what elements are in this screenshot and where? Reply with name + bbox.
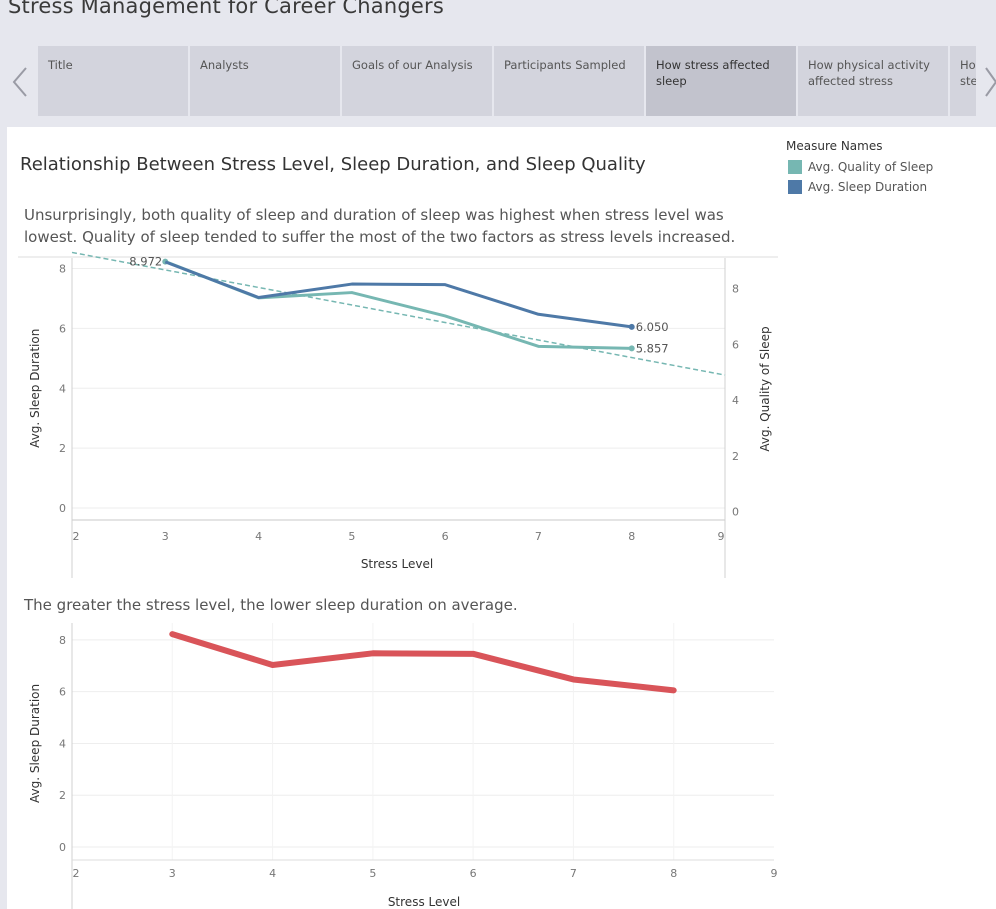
legend-swatch [788,160,802,174]
x-tick-label: 8 [628,530,635,543]
tab-physical-activity[interactable]: How physical activity affected stress [798,46,948,116]
y-tick-label: 6 [59,686,66,699]
y-right-tick-label: 0 [732,506,739,519]
y-left-tick-label: 6 [59,322,66,335]
y-left-tick-label: 0 [59,502,66,515]
tab-stress-sleep[interactable]: How stress affected sleep [646,46,796,116]
y-axis-title: Avg. Sleep Duration [28,684,42,803]
y-right-tick-label: 2 [732,450,739,463]
data-point [628,323,635,330]
legend-label: Avg. Quality of Sleep [808,160,934,174]
tab-label: Participants Sampled [504,58,626,72]
x-tick-label: 7 [535,530,542,543]
x-tick-label: 9 [718,530,725,543]
y-tick-label: 8 [59,634,66,647]
dual-axis-chart: 0 2 4 6 8 0 2 4 6 8 2 3 4 5 6 7 8 9 Stress Level Avg. Sleep… [18,251,778,578]
y-right-axis-title: Avg. Quality of Sleep [758,326,772,451]
series-line-quality [164,260,632,350]
tab-goals[interactable]: Goals of our Analysis [342,46,492,116]
x-tick-label: 6 [442,530,449,543]
tab-steps-age[interactable]: How stress affected steps with age [950,46,976,116]
x-tick-label: 4 [255,530,262,543]
y-left-axis-title: Avg. Sleep Duration [28,329,42,448]
series-line-duration [169,631,677,694]
previous-arrow-icon[interactable] [10,64,32,100]
x-axis-title: Stress Level [388,895,460,909]
x-tick-label: 5 [348,530,355,543]
chart1-caption: Unsurprisingly, both quality of sleep an… [24,206,736,246]
x-tick-label: 3 [169,867,176,880]
y-tick-label: 2 [59,789,66,802]
chart-title: Relationship Between Stress Level, Sleep… [20,154,646,175]
tab-analysts[interactable]: Analysts [190,46,340,116]
data-label: 6.050 [636,320,669,334]
story-tabs: Title Analysts Goals of our Analysis Par… [38,46,976,116]
x-tick-label: 8 [670,867,677,880]
legend-title: Measure Names [786,139,883,153]
tab-participants[interactable]: Participants Sampled [494,46,644,116]
tab-label: How stress affected sleep [656,58,770,88]
next-arrow-icon[interactable] [982,64,996,100]
story-title: Stress Management for Career Changers [8,0,445,18]
x-tick-label: 2 [73,867,80,880]
series-line-duration [164,260,632,329]
legend-swatch [788,180,802,194]
legend-item-quality[interactable]: Avg. Quality of Sleep [786,157,933,177]
legend-item-duration[interactable]: Avg. Sleep Duration [786,177,933,197]
y-right-tick-label: 8 [732,283,739,296]
y-right-tick-label: 4 [732,394,739,407]
data-label: 5.857 [636,341,669,355]
y-left-tick-label: 4 [59,382,66,395]
tab-label: Analysts [200,58,249,72]
tab-label: Goals of our Analysis [352,58,473,72]
y-tick-label: 0 [59,841,66,854]
tab-label: Title [48,58,73,72]
y-right-tick-label: 6 [732,338,739,351]
x-tick-label: 7 [570,867,577,880]
x-tick-label: 6 [470,867,477,880]
x-tick-label: 3 [162,530,169,543]
data-label: 8.972 [129,255,162,269]
legend: Measure Names Avg. Quality of Sleep Avg.… [786,139,933,197]
y-left-tick-label: 2 [59,442,66,455]
x-axis-title: Stress Level [361,557,433,571]
tab-title[interactable]: Title [38,46,188,116]
x-tick-label: 2 [73,530,80,543]
x-tick-label: 4 [269,867,276,880]
chart2-caption: The greater the stress level, the lower … [24,596,518,614]
y-tick-label: 4 [59,737,66,750]
x-tick-label: 5 [369,867,376,880]
trend-line [71,251,726,376]
tab-label: How physical activity affected stress [808,58,930,88]
tab-label: How stress affected steps with age [960,58,976,88]
data-point [628,345,635,352]
legend-label: Avg. Sleep Duration [808,180,928,194]
x-tick-label: 9 [771,867,778,880]
y-left-tick-label: 8 [59,262,66,275]
